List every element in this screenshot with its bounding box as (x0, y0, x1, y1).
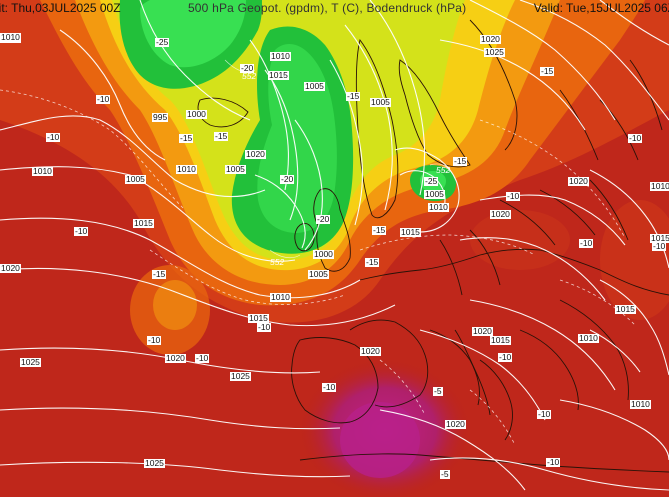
temperature-label: -10 (546, 457, 561, 467)
temperature-label: -10 (498, 352, 513, 362)
pressure-label: 1005 (225, 164, 246, 174)
temperature-label: -5 (433, 386, 443, 396)
pressure-label: 1010 (270, 51, 291, 61)
pressure-label: 1005 (125, 174, 146, 184)
temperature-label: -10 (46, 132, 61, 142)
pressure-label: 1020 (360, 346, 381, 356)
valid-time: Valid: Tue,15JUL2025 06Z (533, 1, 669, 15)
pressure-label: 1010 (428, 202, 449, 212)
pressure-label: 1015 (400, 227, 421, 237)
temperature-label: -5 (440, 469, 450, 479)
temperature-label: -10 (628, 133, 643, 143)
pressure-label: 1000 (313, 249, 334, 259)
temperature-label: -10 (579, 238, 594, 248)
pressure-label: 995 (152, 112, 169, 122)
temperature-label: -25 (424, 176, 439, 186)
pressure-label: 1020 (568, 176, 589, 186)
pressure-label: 1010 (176, 164, 197, 174)
cold-pool-main-inner (140, 0, 246, 68)
land-outlines (197, 19, 669, 473)
pressure-label: 1010 (650, 181, 669, 191)
map-title: 500 hPa Geopot. (gpdm), T (C), Bodendruc… (187, 1, 467, 15)
geopotential-label: 552 (242, 71, 257, 81)
pressure-label: 1025 (20, 357, 41, 367)
isotherms (0, 89, 636, 446)
temperature-label: -25 (155, 37, 170, 47)
pressure-label: 1010 (0, 32, 21, 42)
geopotential-label: 552 (270, 257, 285, 267)
temperature-label: -15 (540, 66, 555, 76)
pressure-label: 1020 (0, 263, 21, 273)
pressure-label: 1005 (424, 189, 445, 199)
pressure-label: 1015 (133, 218, 154, 228)
pressure-label: 1005 (304, 81, 325, 91)
temperature-label: -15 (346, 91, 361, 101)
geopotential-label: 552 (436, 165, 451, 175)
temperature-label: -10 (537, 409, 552, 419)
pressure-label: 1015 (248, 313, 269, 323)
map-header: nit: Thu,03JUL2025 00Z 500 hPa Geopot. (… (0, 0, 669, 16)
pressure-label: 1020 (490, 209, 511, 219)
pressure-label: 1025 (484, 47, 505, 57)
temperature-label: -10 (195, 353, 210, 363)
pressure-label: 1000 (186, 109, 207, 119)
pressure-label: 1005 (370, 97, 391, 107)
temperature-label: -10 (147, 335, 162, 345)
pressure-label: 1015 (268, 70, 289, 80)
pressure-label: 1020 (245, 149, 266, 159)
pressure-label: 1020 (445, 419, 466, 429)
temperature-label: -10 (96, 94, 111, 104)
pressure-label: 1020 (165, 353, 186, 363)
pressure-label: 1010 (270, 292, 291, 302)
pressure-label: 1015 (490, 335, 511, 345)
temperature-label: -10 (652, 241, 667, 251)
init-time: nit: Thu,03JUL2025 00Z (0, 1, 121, 15)
temperature-label: -20 (280, 174, 295, 184)
pressure-label: 1015 (615, 304, 636, 314)
pressure-label: 1025 (144, 458, 165, 468)
temperature-label: -10 (257, 322, 272, 332)
temperature-label: -10 (322, 382, 337, 392)
temperature-label: -20 (240, 63, 255, 73)
temperature-label: -10 (506, 191, 521, 201)
pressure-label: 1010 (578, 333, 599, 343)
pressure-label: 1020 (472, 326, 493, 336)
temperature-label: -15 (365, 257, 380, 267)
pressure-label: 1010 (32, 166, 53, 176)
temperature-label: -20 (316, 214, 331, 224)
temperature-label: -15 (372, 225, 387, 235)
pressure-label: 1015 (650, 233, 669, 243)
pressure-label: 1010 (630, 399, 651, 409)
temperature-label: -15 (179, 133, 194, 143)
pressure-label: 1005 (308, 269, 329, 279)
pressure-label: 1020 (480, 34, 501, 44)
temperature-label: -15 (214, 131, 229, 141)
temperature-label: -10 (74, 226, 89, 236)
temperature-label: -15 (453, 156, 468, 166)
pressure-label: 1025 (230, 371, 251, 381)
temperature-label: -15 (152, 269, 167, 279)
